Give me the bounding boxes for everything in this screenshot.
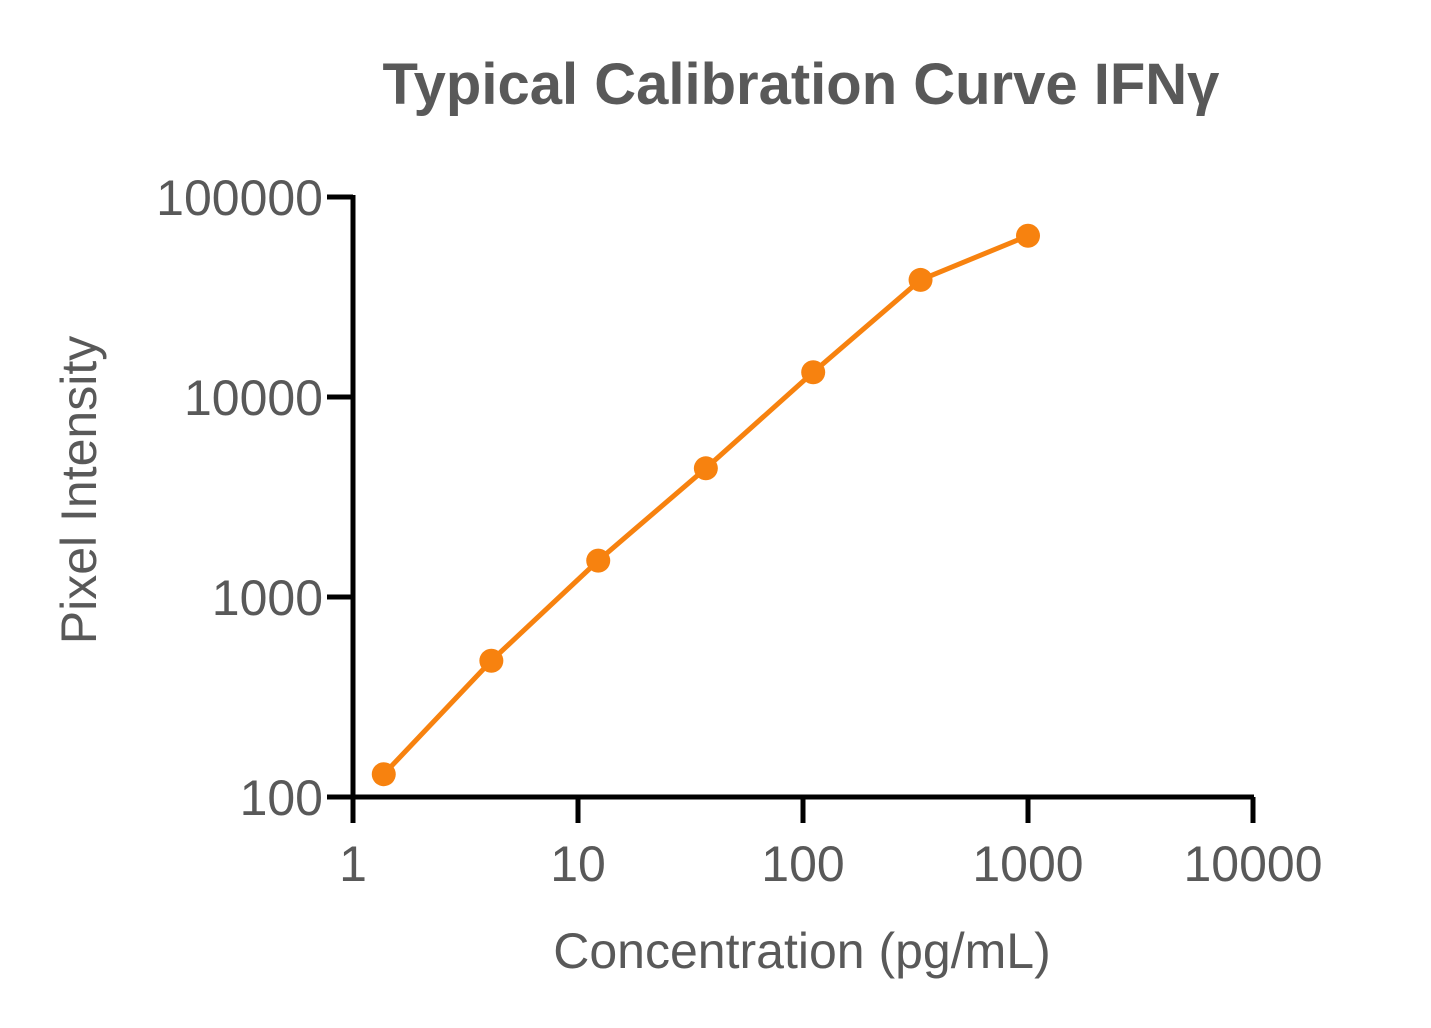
axes xyxy=(350,195,1254,800)
x-tick-label: 1 xyxy=(339,836,367,892)
y-tick-label: 100 xyxy=(240,770,323,826)
data-point xyxy=(371,762,396,787)
data-point xyxy=(693,456,718,481)
chart-title: Typical Calibration Curve IFNγ xyxy=(383,52,1221,117)
x-tick-label: 1000 xyxy=(972,836,1083,892)
data-point xyxy=(908,267,933,292)
x-tick-label: 100 xyxy=(761,836,844,892)
y-tick-label: 1000 xyxy=(212,570,323,626)
x-ticks: 1 10 100 1000 10000 xyxy=(339,797,1323,892)
data-point xyxy=(1016,223,1040,248)
y-tick-label: 10000 xyxy=(184,370,323,426)
y-ticks: 100 1000 10000 100000 xyxy=(156,170,353,826)
x-tick-label: 10000 xyxy=(1183,836,1322,892)
y-axis-label: Pixel Intensity xyxy=(51,336,107,644)
data-point xyxy=(586,548,611,573)
x-tick-label: 10 xyxy=(550,836,606,892)
x-axis-label: Concentration (pg/mL) xyxy=(553,923,1050,979)
data-point xyxy=(479,648,504,673)
data-point xyxy=(801,360,826,385)
y-tick-label: 100000 xyxy=(156,170,323,226)
series-layer xyxy=(371,223,1040,787)
series-line xyxy=(381,233,1031,777)
